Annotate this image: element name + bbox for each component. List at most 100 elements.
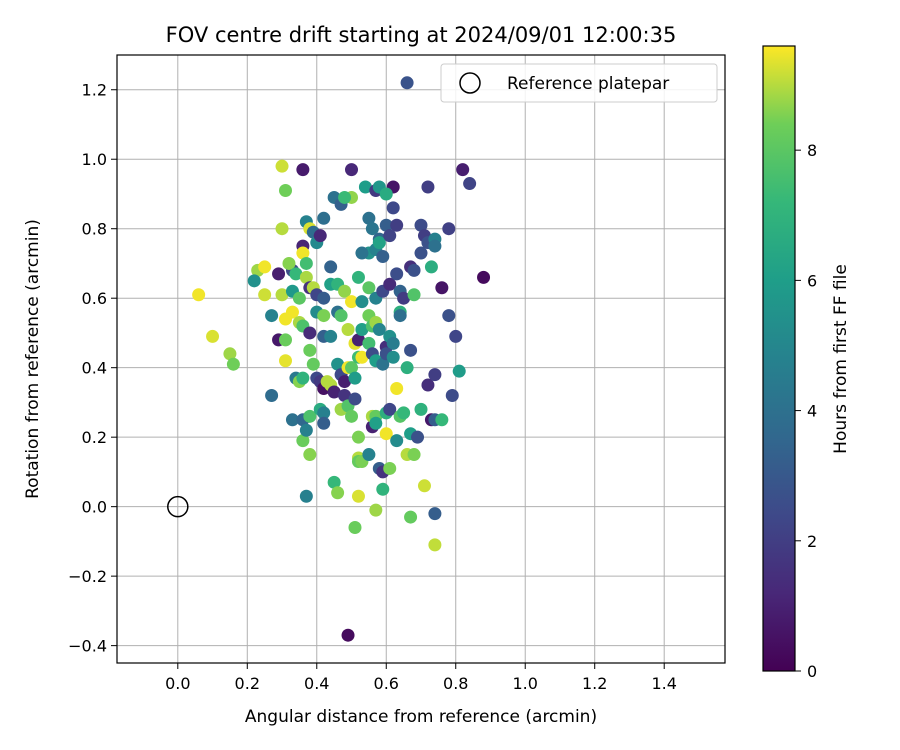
scatter-point: [317, 291, 331, 305]
scatter-point: [334, 309, 348, 323]
scatter-point: [428, 239, 442, 253]
scatter-point: [463, 177, 477, 191]
scatter-point: [442, 309, 456, 323]
scatter-point: [226, 357, 240, 371]
scatter-point: [390, 218, 404, 232]
scatter-point: [376, 357, 390, 371]
y-tick-label: 1.0: [82, 150, 107, 169]
scatter-point: [331, 357, 345, 371]
scatter-point: [355, 322, 369, 336]
scatter-point: [421, 378, 435, 392]
scatter-point: [449, 329, 463, 343]
x-tick-label: 0.6: [374, 674, 399, 693]
y-tick-label: 0.6: [82, 289, 107, 308]
scatter-point: [331, 486, 345, 500]
scatter-point: [345, 163, 359, 177]
scatter-point: [338, 190, 352, 204]
legend: Reference platepar: [440, 63, 718, 103]
scatter-point: [383, 461, 397, 475]
scatter-point: [279, 333, 293, 347]
y-tick-label: 1.2: [82, 81, 107, 100]
scatter-point: [372, 236, 386, 250]
scatter-point: [338, 284, 352, 298]
colorbar: 0 2 4 6 8 Hours from first FF file: [762, 45, 851, 681]
scatter-point: [417, 479, 431, 493]
scatter-point: [348, 392, 362, 406]
scatter-point: [317, 211, 331, 225]
colorbar-tick-label: 2: [807, 532, 817, 551]
scatter-point: [362, 336, 376, 350]
scatter-point: [338, 375, 352, 389]
scatter-point: [435, 413, 449, 427]
scatter-point: [414, 402, 428, 416]
plot-frame: [116, 54, 726, 664]
scatter-point: [265, 388, 279, 402]
colorbar-tick-label: 6: [807, 271, 817, 290]
scatter-point: [362, 211, 376, 225]
scatter-point: [341, 322, 355, 336]
scatter-point: [299, 256, 313, 270]
scatter-point: [372, 322, 386, 336]
scatter-point: [192, 288, 206, 302]
x-tick-label: 0.2: [235, 674, 260, 693]
scatter-point: [296, 434, 310, 448]
scatter-point: [445, 388, 459, 402]
scatter-point: [376, 482, 390, 496]
scatter-point: [285, 413, 299, 427]
x-tick-label: 0.4: [304, 674, 329, 693]
scatter-point: [296, 163, 310, 177]
scatter-point: [351, 270, 365, 284]
scatter-point: [317, 416, 331, 430]
scatter-point: [303, 326, 317, 340]
scatter-point: [365, 222, 379, 236]
y-axis-ticks: −0.4 −0.2 0.0 0.2 0.4 0.6 0.8 1.0 1.2: [68, 81, 117, 656]
scatter-point: [289, 267, 303, 281]
scatter-point: [379, 187, 393, 201]
scatter-point: [456, 163, 470, 177]
scatter-point: [383, 402, 397, 416]
grid-lines: [117, 55, 725, 663]
scatter-point: [369, 416, 383, 430]
scatter-point: [279, 183, 293, 197]
scatter-point: [327, 385, 341, 399]
scatter-point: [390, 434, 404, 448]
scatter-point: [428, 538, 442, 552]
scatter-point: [351, 489, 365, 503]
scatter-point: [376, 250, 390, 264]
colorbar-label: Hours from first FF file: [831, 264, 851, 454]
x-tick-label: 1.2: [582, 674, 607, 693]
scatter-point: [275, 222, 289, 236]
y-tick-label: 0.2: [82, 428, 107, 447]
scatter-point: [369, 503, 383, 517]
scatter-point: [452, 364, 466, 378]
scatter-point: [400, 361, 414, 375]
scatter-point: [327, 475, 341, 489]
scatter-point: [345, 361, 359, 375]
scatter-point: [303, 343, 317, 357]
scatter-point: [379, 218, 393, 232]
scatter-point: [306, 357, 320, 371]
scatter-point: [355, 350, 369, 364]
scatter-point: [282, 256, 296, 270]
scatter-point: [341, 628, 355, 642]
scatter-point: [407, 448, 421, 462]
scatter-point: [362, 448, 376, 462]
scatter-point: [258, 288, 272, 302]
scatter-point: [303, 448, 317, 462]
scatter-point: [272, 267, 286, 281]
scatter-point: [348, 521, 362, 535]
scatter-point: [358, 180, 372, 194]
scatter-point: [338, 388, 352, 402]
scatter-point: [279, 354, 293, 368]
data-points: [192, 76, 491, 642]
scatter-point: [362, 281, 376, 295]
scatter-point: [265, 309, 279, 323]
x-tick-label: 1.0: [513, 674, 538, 693]
scatter-point: [428, 507, 442, 521]
colorbar-tick-label: 4: [807, 402, 817, 421]
scatter-point: [414, 246, 428, 260]
legend-marker-icon: [459, 72, 481, 94]
scatter-point: [400, 76, 414, 90]
x-tick-label: 0.0: [165, 674, 190, 693]
